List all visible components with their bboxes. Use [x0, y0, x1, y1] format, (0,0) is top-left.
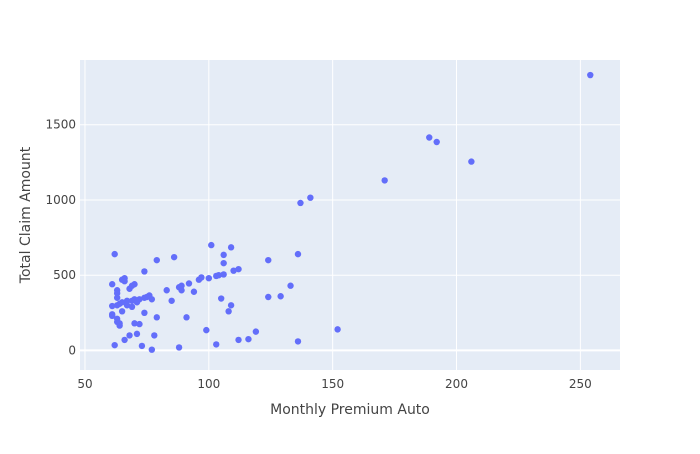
data-point[interactable]: [111, 341, 118, 349]
x-tick-label: 100: [197, 377, 220, 391]
data-point[interactable]: [217, 295, 225, 302]
data-point[interactable]: [123, 297, 131, 304]
data-point[interactable]: [131, 320, 138, 327]
data-point[interactable]: [183, 314, 190, 321]
data-point[interactable]: [307, 194, 314, 201]
data-point[interactable]: [118, 299, 126, 306]
data-point[interactable]: [225, 308, 232, 315]
data-point[interactable]: [468, 158, 475, 165]
data-point[interactable]: [128, 303, 136, 310]
data-point[interactable]: [153, 314, 160, 321]
y-tick-label: 500: [53, 268, 76, 282]
data-point[interactable]: [113, 294, 121, 301]
data-point[interactable]: [138, 342, 146, 350]
data-point[interactable]: [297, 199, 304, 207]
data-point[interactable]: [175, 344, 183, 351]
data-point[interactable]: [265, 256, 272, 264]
y-axis-title: Total Claim Amount: [18, 146, 34, 284]
grid-lines: [80, 60, 620, 370]
data-point[interactable]: [334, 326, 341, 333]
data-point[interactable]: [141, 309, 148, 317]
data-point[interactable]: [131, 281, 138, 288]
y-tick-label: 1000: [45, 193, 76, 207]
data-point[interactable]: [587, 71, 594, 79]
data-point[interactable]: [252, 328, 260, 335]
y-tick-label: 0: [68, 343, 76, 357]
data-point[interactable]: [287, 282, 294, 289]
data-point[interactable]: [136, 296, 143, 303]
data-point[interactable]: [227, 302, 235, 309]
data-point[interactable]: [109, 302, 116, 310]
data-point[interactable]: [178, 287, 185, 294]
data-point[interactable]: [230, 267, 237, 274]
data-point[interactable]: [190, 288, 198, 295]
data-point[interactable]: [433, 138, 440, 146]
data-point[interactable]: [213, 341, 220, 348]
data-point[interactable]: [203, 326, 210, 334]
data-point[interactable]: [178, 282, 185, 289]
data-point[interactable]: [220, 251, 227, 259]
data-points: [109, 71, 594, 353]
data-point[interactable]: [136, 320, 143, 328]
data-point[interactable]: [235, 265, 242, 273]
data-point[interactable]: [121, 336, 128, 344]
data-point[interactable]: [277, 293, 284, 300]
plot-area: [80, 60, 620, 370]
x-tick-label: 50: [77, 377, 92, 391]
data-point[interactable]: [245, 335, 252, 343]
data-point[interactable]: [148, 346, 156, 353]
data-point[interactable]: [121, 278, 128, 285]
data-point[interactable]: [109, 312, 116, 320]
data-point[interactable]: [116, 320, 123, 327]
data-point[interactable]: [148, 296, 156, 303]
data-point[interactable]: [381, 177, 388, 184]
data-point[interactable]: [208, 241, 215, 249]
data-point[interactable]: [220, 259, 227, 267]
x-tick-label: 250: [569, 377, 592, 391]
data-point[interactable]: [198, 274, 205, 281]
tick-labels: 50 100 150 200 250 0 500 1000 1500: [45, 118, 591, 391]
data-point[interactable]: [141, 268, 148, 275]
data-point[interactable]: [111, 250, 118, 258]
data-point[interactable]: [163, 287, 170, 294]
data-point[interactable]: [118, 308, 126, 315]
x-tick-label: 200: [445, 377, 468, 391]
x-tick-label: 150: [321, 377, 344, 391]
data-point[interactable]: [153, 256, 160, 264]
data-point[interactable]: [220, 271, 227, 278]
data-point[interactable]: [294, 250, 302, 258]
data-point[interactable]: [133, 330, 141, 338]
data-point[interactable]: [265, 293, 272, 301]
data-point[interactable]: [426, 134, 433, 141]
data-point[interactable]: [113, 290, 121, 297]
x-axis-title: Monthly Premium Auto: [270, 402, 430, 418]
data-point[interactable]: [205, 275, 213, 282]
data-point[interactable]: [151, 332, 158, 339]
data-point[interactable]: [185, 280, 193, 287]
data-point[interactable]: [109, 281, 116, 288]
y-tick-label: 1500: [45, 118, 76, 132]
data-point[interactable]: [215, 271, 222, 279]
data-point[interactable]: [235, 336, 242, 344]
data-point[interactable]: [170, 253, 178, 261]
data-point[interactable]: [168, 297, 175, 304]
data-point[interactable]: [294, 338, 302, 345]
data-point[interactable]: [123, 302, 131, 309]
data-point[interactable]: [126, 332, 133, 339]
data-point[interactable]: [227, 244, 235, 251]
